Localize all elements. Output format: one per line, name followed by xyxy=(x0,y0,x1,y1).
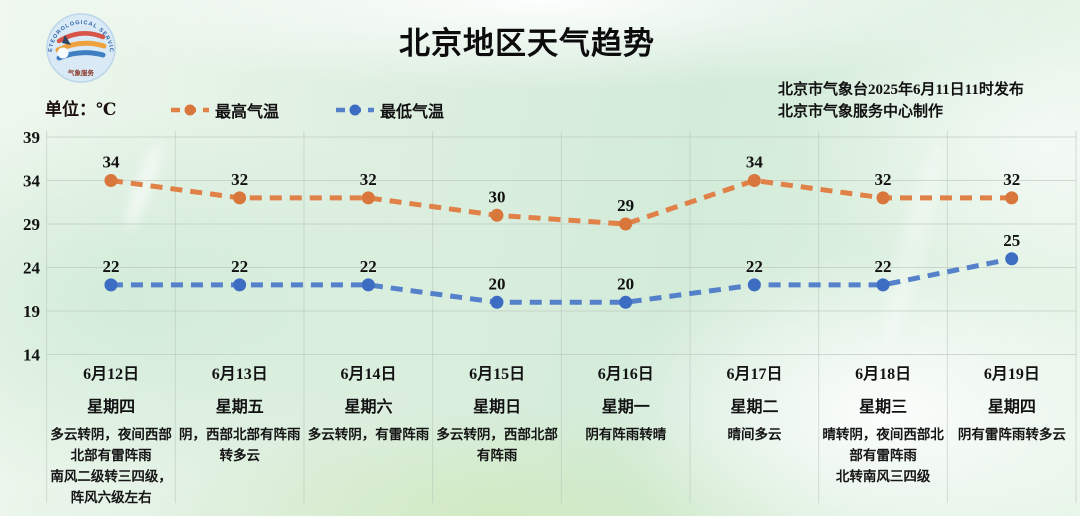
weekday-label: 星期四 xyxy=(87,399,136,416)
high-temp-value-label: 34 xyxy=(746,153,764,172)
weekday-label: 星期六 xyxy=(344,399,393,416)
low-temp-point xyxy=(876,278,890,292)
high-temp-value-label: 32 xyxy=(875,170,892,189)
low-temp-point xyxy=(104,278,118,292)
day-column: 6月14日 星期六 多云转阴，有雷阵雨 xyxy=(304,360,433,445)
forecast-text: 阴有阵雨转晴 xyxy=(585,427,667,442)
day-column: 6月13日 星期五 阴，西部北部有阵雨转多云 xyxy=(175,360,304,466)
forecast-text: 多云转阴，西部北部有阵雨 xyxy=(436,427,558,463)
y-axis-tick-label: 19 xyxy=(23,302,40,321)
high-temp-point xyxy=(876,191,890,205)
weekday-label: 星期日 xyxy=(473,399,522,416)
y-axis-tick-label: 39 xyxy=(23,128,40,147)
date-label: 6月13日 xyxy=(211,366,268,383)
high-temp-value-label: 32 xyxy=(1003,170,1020,189)
high-temp-line-swatch-icon xyxy=(171,104,209,116)
low-temp-point xyxy=(1005,252,1019,266)
date-label: 6月14日 xyxy=(340,366,397,383)
release-info: 北京市气象台2025年6月11日11时发布 北京市气象服务中心制作 xyxy=(778,79,1024,123)
y-axis-tick-label: 14 xyxy=(23,346,41,365)
high-temp-point xyxy=(747,174,761,187)
low-temp-point xyxy=(490,295,504,309)
legend-item-high: 最高气温 xyxy=(170,98,279,122)
date-label: 6月16日 xyxy=(597,366,654,383)
unit-label: 单位：℃ xyxy=(45,100,117,119)
low-temp-point xyxy=(233,278,247,292)
forecast-text: 多云转阴，有雷阵雨 xyxy=(307,427,430,442)
high-temp-point xyxy=(233,191,247,205)
low-temp-value-label: 22 xyxy=(231,257,248,276)
y-axis-tick-label: 29 xyxy=(23,215,40,234)
high-temp-value-label: 32 xyxy=(360,170,377,189)
high-temp-value-label: 34 xyxy=(102,153,120,172)
date-label: 6月18日 xyxy=(855,366,912,383)
weekday-label: 星期一 xyxy=(601,399,650,416)
release-line-2: 北京市气象服务中心制作 xyxy=(778,104,944,120)
forecast-text: 晴转阴，夜间西部北部有雷阵雨 北转南风三四级 xyxy=(822,427,944,484)
high-temp-point xyxy=(619,217,633,231)
legend-label-low: 最低气温 xyxy=(380,104,445,121)
y-axis-tick-label: 34 xyxy=(23,172,41,191)
low-temp-line xyxy=(110,256,1013,305)
day-column: 6月16日 星期一 阴有阵雨转晴 xyxy=(561,360,690,445)
high-temp-value-label: 29 xyxy=(617,196,634,215)
date-label: 6月19日 xyxy=(983,366,1040,383)
day-column: 6月18日 星期三 晴转阴，夜间西部北部有雷阵雨 北转南风三四级 xyxy=(819,360,948,487)
low-temp-value-label: 22 xyxy=(746,257,763,276)
y-axis-tick-label: 24 xyxy=(23,259,41,278)
forecast-text: 阴有雷阵雨转多云 xyxy=(957,427,1066,442)
weekday-label: 星期二 xyxy=(730,399,779,416)
low-temp-value-label: 20 xyxy=(617,274,634,293)
day-column: 6月17日 星期二 晴间多云 xyxy=(690,360,819,445)
low-temp-value-label: 22 xyxy=(102,257,119,276)
meteorological-service-logo-icon: METEOROLOGICAL SERVICE 气象服务 xyxy=(43,11,116,83)
date-label: 6月17日 xyxy=(726,366,783,383)
legend-label-high: 最高气温 xyxy=(215,104,280,121)
day-column: 6月12日 星期四 多云转阴，夜间西部北部有雷阵雨 南风二级转三四级，阵风六级左… xyxy=(47,360,176,508)
low-temp-value-label: 22 xyxy=(360,257,377,276)
low-temp-point xyxy=(747,278,761,292)
chart-legend: 最高气温 最低气温 xyxy=(170,98,444,122)
high-temp-line xyxy=(110,177,1012,227)
high-temp-point xyxy=(1005,191,1019,205)
page-title: 北京地区天气趋势 xyxy=(399,26,655,61)
weekday-label: 星期五 xyxy=(215,399,264,416)
logo-bottom-text: 气象服务 xyxy=(67,68,95,77)
date-label: 6月15日 xyxy=(469,366,526,383)
date-label: 6月12日 xyxy=(83,366,140,383)
low-temp-value-label: 25 xyxy=(1003,231,1020,250)
release-line-1: 北京市气象台2025年6月11日11时发布 xyxy=(778,82,1024,98)
high-temp-value-label: 30 xyxy=(488,187,505,206)
high-temp-point xyxy=(104,174,118,187)
low-temp-point xyxy=(361,278,375,292)
forecast-text: 晴间多云 xyxy=(727,427,782,442)
day-column: 6月19日 星期四 阴有雷阵雨转多云 xyxy=(947,360,1076,445)
legend-item-low: 最低气温 xyxy=(335,98,444,122)
weekday-label: 星期四 xyxy=(987,399,1036,416)
high-temp-point xyxy=(490,208,504,222)
forecast-text: 多云转阴，夜间西部北部有雷阵雨 南风二级转三四级，阵风六级左右 xyxy=(50,427,172,505)
high-temp-value-label: 32 xyxy=(231,170,248,189)
day-column: 6月15日 星期日 多云转阴，西部北部有阵雨 xyxy=(433,360,562,466)
low-temp-line-swatch-icon xyxy=(336,104,375,116)
low-temp-value-label: 22 xyxy=(875,257,892,276)
high-temp-point xyxy=(361,191,375,205)
weekday-label: 星期三 xyxy=(859,399,908,416)
low-temp-value-label: 20 xyxy=(488,274,505,293)
forecast-text: 阴，西部北部有阵雨转多云 xyxy=(179,427,301,463)
low-temp-point xyxy=(619,295,633,309)
